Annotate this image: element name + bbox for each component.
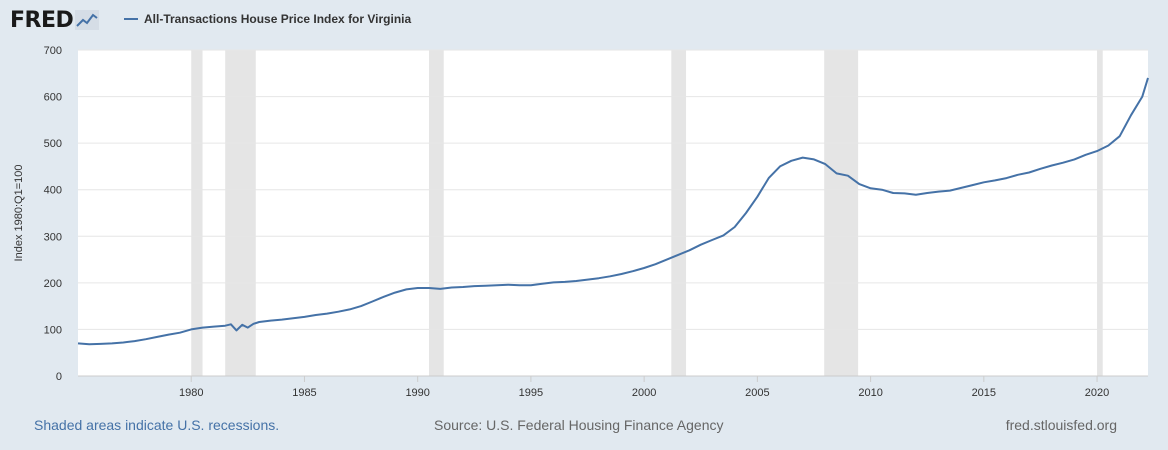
recession-band [429, 50, 444, 376]
series-line [77, 77, 1149, 346]
fred-logo-text: FRED [10, 7, 74, 33]
y-tick-label: 200 [44, 278, 62, 290]
x-tick-label: 2000 [632, 387, 656, 399]
legend-series-swatch [124, 18, 138, 20]
y-tick-label: 0 [56, 371, 62, 383]
recession-band [1097, 50, 1103, 376]
x-tick-label: 1990 [405, 387, 429, 399]
fred-logo-graph-icon [75, 10, 100, 30]
y-tick-label: 700 [44, 45, 62, 57]
y-tick-label: 100 [44, 324, 62, 336]
chart-legend: All-Transactions House Price Index for V… [124, 12, 411, 26]
x-tick-label: 2020 [1085, 387, 1109, 399]
recession-band [671, 50, 687, 376]
y-axis-title: Index 1980:Q1=100 [13, 165, 25, 262]
source-note: Source: U.S. Federal Housing Finance Age… [434, 417, 724, 433]
chart-svg: 0 100 200 300 400 500 600 700 1980 1985 1990 1995 20… [13, 45, 1149, 399]
x-tick-label: 2015 [972, 387, 996, 399]
x-tick-label: 1985 [292, 387, 316, 399]
x-tick-label: 2010 [858, 387, 882, 399]
recession-note: Shaded areas indicate U.S. recessions. [34, 417, 280, 433]
site-link[interactable]: fred.stlouisfed.org [1005, 417, 1117, 433]
recession-band [824, 50, 859, 376]
y-tick-label: 300 [44, 231, 62, 243]
chart-header: FRED All-Transactions House Price Index … [0, 0, 1168, 40]
fred-logo[interactable]: FRED [10, 6, 100, 34]
x-tick-label: 1980 [179, 387, 203, 399]
y-tick-label: 400 [44, 185, 62, 197]
plot-area [78, 50, 1148, 376]
y-tick-label: 600 [44, 92, 62, 104]
x-tick-label: 2005 [745, 387, 769, 399]
recession-band [225, 50, 256, 376]
recession-band [191, 50, 203, 376]
legend-series-label: All-Transactions House Price Index for V… [144, 12, 412, 26]
x-tick-label: 1995 [519, 387, 543, 399]
y-tick-label: 500 [44, 138, 62, 150]
